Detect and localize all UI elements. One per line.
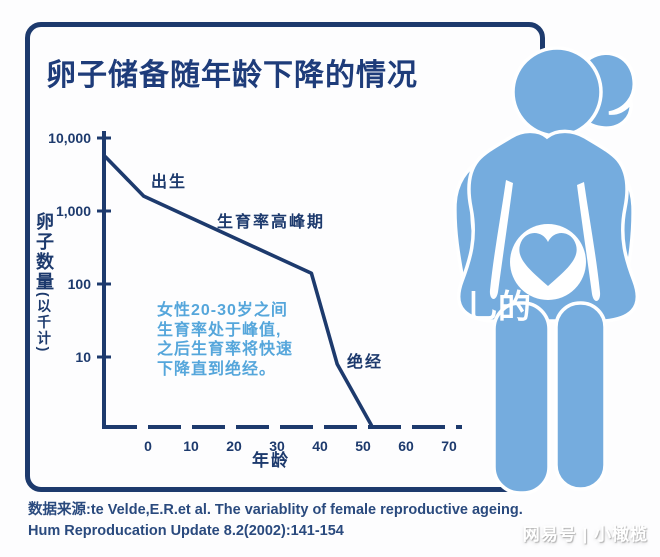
right-leg [554, 301, 607, 491]
data-source-line-1: 数据来源:te Velde,E.R.et al. The variablity … [28, 502, 523, 518]
woman-silhouette-icon [453, 46, 640, 495]
x-tick-label: 50 [355, 438, 371, 454]
fertility-note: 女性20-30岁之间 生育率处于峰值, 之后生育率将快速 下降直到绝经。 [157, 301, 293, 379]
note-line: 生育率处于峰值, [157, 321, 282, 339]
x-tick-label: 40 [312, 438, 328, 454]
annotation-birth: 出生 [151, 172, 187, 191]
left-arm-gap [489, 180, 513, 299]
x-tick-label: 0 [144, 438, 152, 454]
x-tick-label: 70 [441, 438, 457, 454]
x-tick-label: 20 [226, 438, 242, 454]
data-source-line-2: Hum Reproducation Update 8.2(2002):141-1… [28, 523, 344, 539]
y-axis-ticks: 10,000 1,000 100 10 [48, 130, 111, 365]
annotation-menopause: 绝经 [347, 352, 383, 371]
y-axis-title-main: 卵子数量 [34, 212, 54, 292]
y-tick-label: 100 [68, 276, 92, 292]
note-line: 下降直到绝经。 [157, 360, 277, 378]
x-tick-label: 10 [183, 438, 199, 454]
y-tick-label: 10,000 [48, 130, 91, 146]
heart-icon [519, 232, 577, 286]
x-tick-label: 60 [398, 438, 414, 454]
note-line: 之后生育率将快速 [157, 341, 294, 358]
brand-watermark: 网易号 | 小橄榄 [522, 525, 648, 544]
data-source: 数据来源:te Velde,E.R.et al. The variablity … [28, 500, 523, 542]
y-axis-title: 卵子数量(以千计) [31, 212, 57, 353]
overlay-watermark-fragment: 乚的 [466, 288, 531, 325]
left-leg [492, 301, 551, 495]
page-title: 卵子储备随年龄下降的情况 [46, 59, 418, 92]
egg-count-curve [103, 155, 374, 427]
right-arm-gap [577, 182, 601, 301]
x-axis-ticks: 0 10 20 30 40 50 60 70 [144, 438, 457, 454]
y-axis-title-sub: (以千计) [36, 292, 52, 354]
note-line: 女性20-30岁之间 [157, 302, 288, 319]
head-icon [511, 46, 603, 138]
x-axis-title: 年龄 [252, 450, 290, 470]
x-tick-label: 30 [269, 438, 285, 454]
y-tick-label: 1,000 [56, 203, 91, 219]
y-tick-label: 10 [75, 349, 91, 365]
annotation-peak-fertility: 生育率高峰期 [217, 212, 325, 231]
